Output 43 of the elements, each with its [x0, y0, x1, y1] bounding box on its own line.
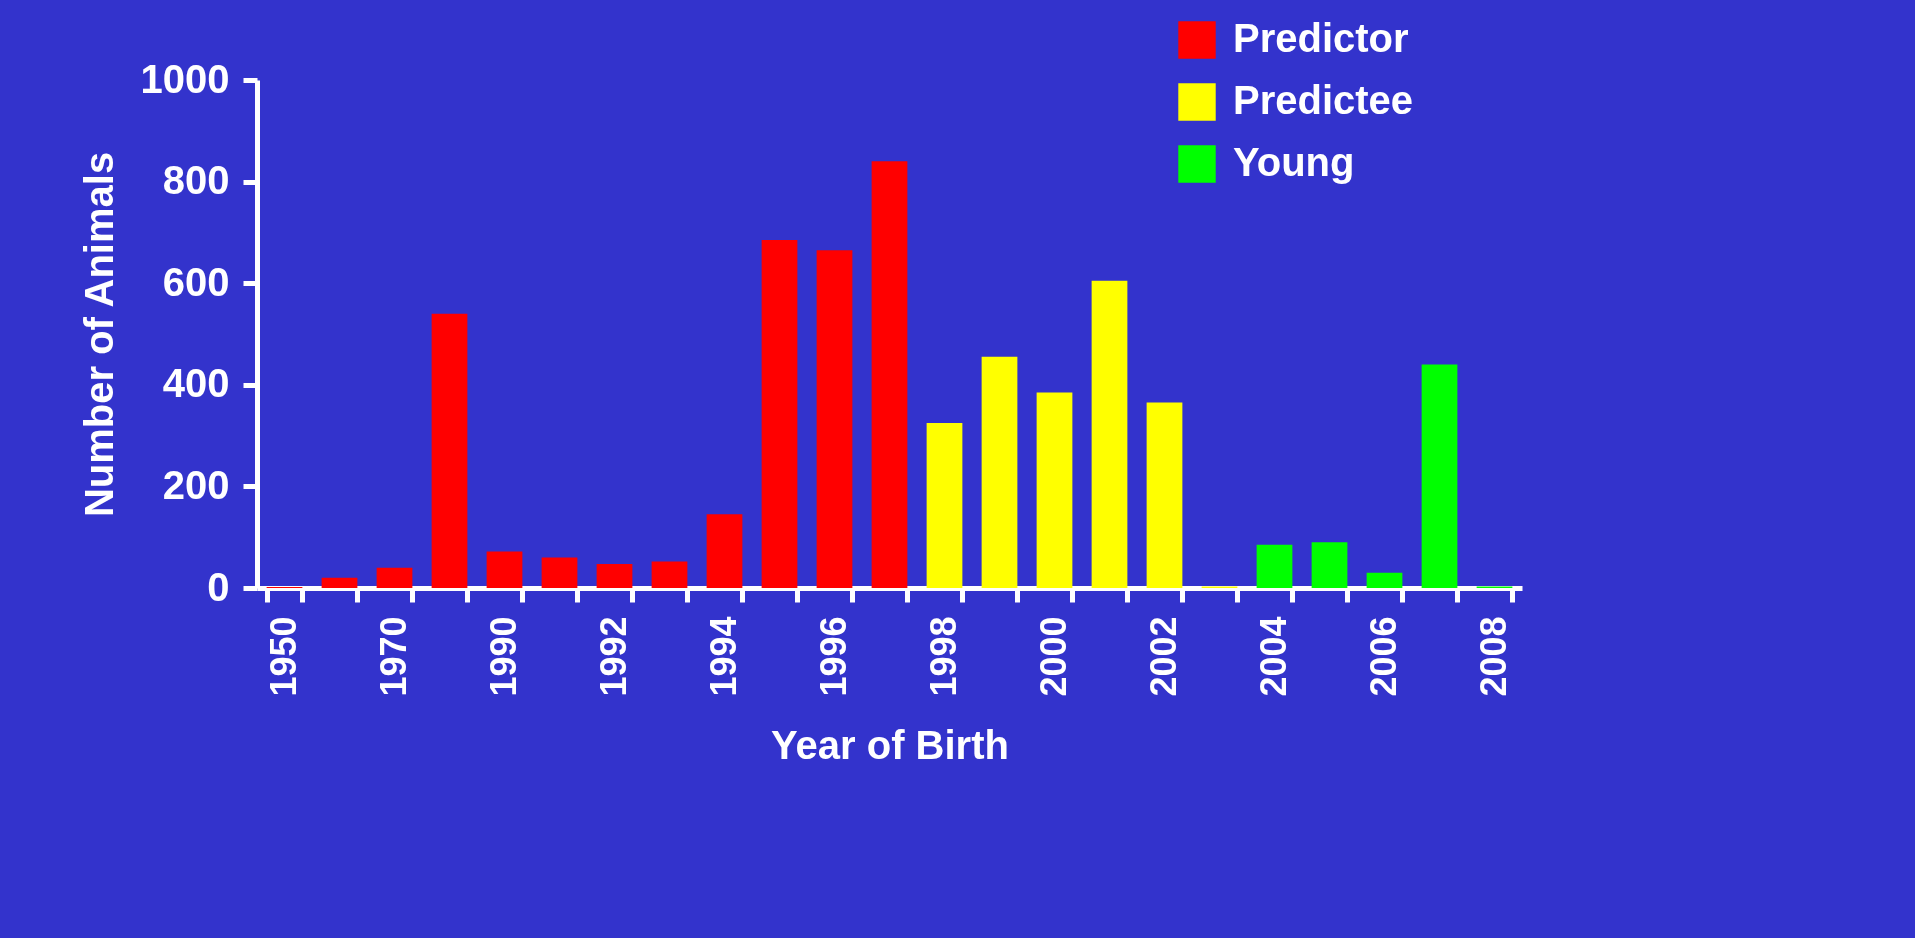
- y-tick-label: 600: [162, 259, 230, 304]
- x-axis-title: Year of Birth: [771, 722, 1009, 767]
- bar: [1421, 364, 1458, 588]
- bar: [981, 356, 1018, 588]
- x-tick-label: 1950: [263, 616, 304, 697]
- y-tick-label: 200: [162, 462, 230, 507]
- bar: [1256, 544, 1293, 588]
- x-tick-label: 2006: [1363, 616, 1404, 697]
- x-tick-label: 2002: [1143, 616, 1184, 697]
- bar: [321, 577, 358, 588]
- bar: [761, 240, 798, 588]
- bar: [1091, 280, 1128, 588]
- y-tick-label: 800: [162, 158, 230, 203]
- x-tick-label: 2000: [1033, 616, 1074, 697]
- bar: [871, 161, 908, 588]
- bar: [816, 250, 853, 588]
- x-tick-label: 2004: [1253, 616, 1294, 697]
- y-axis-title: Number of Animals: [76, 151, 121, 518]
- y-tick-label: 0: [207, 564, 230, 609]
- legend-label: Young: [1233, 140, 1355, 184]
- x-tick-label: 1990: [483, 616, 524, 697]
- x-tick-label: 1994: [703, 616, 744, 697]
- bar: [926, 422, 963, 588]
- y-tick-label: 1000: [140, 56, 230, 101]
- x-tick-label: 1998: [923, 616, 964, 697]
- y-tick-label: 400: [162, 361, 230, 406]
- legend-label: Predictee: [1233, 78, 1414, 122]
- legend-label: Predictor: [1233, 16, 1409, 60]
- bar: [706, 514, 743, 588]
- bar: [651, 561, 688, 588]
- bar: [596, 564, 633, 588]
- bar: [1036, 392, 1073, 588]
- bar: [1146, 402, 1183, 588]
- bar: [1311, 542, 1348, 588]
- x-tick-label: 2008: [1473, 616, 1514, 697]
- bar: [486, 551, 523, 588]
- x-tick-label: 1970: [373, 616, 414, 697]
- x-tick-label: 1996: [813, 616, 854, 697]
- bar: [376, 567, 413, 588]
- bar: [1366, 572, 1403, 588]
- bar: [541, 557, 578, 588]
- x-tick-label: 1992: [593, 616, 634, 697]
- bar: [431, 313, 468, 588]
